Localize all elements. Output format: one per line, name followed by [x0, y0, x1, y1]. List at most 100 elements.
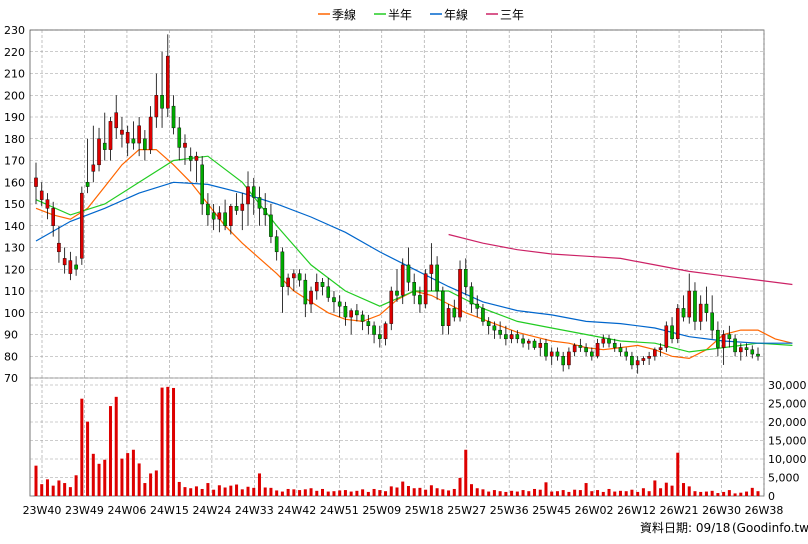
volume-tick-label: 0: [768, 490, 775, 503]
price-tick-label: 160: [4, 176, 25, 189]
volume-bar: [401, 481, 405, 496]
volume-bar: [492, 490, 496, 496]
volume-bar: [584, 483, 588, 496]
volume-bar: [384, 491, 388, 496]
volume-bar: [275, 490, 279, 496]
volume-bar: [120, 458, 124, 496]
volume-bar: [641, 488, 645, 496]
volume-tick-label: 25,000: [768, 398, 807, 411]
candle-body: [406, 264, 411, 283]
volume-bar: [91, 453, 95, 496]
x-tick-label: 24W06: [108, 504, 147, 517]
volume-bar: [378, 490, 382, 496]
candle-body: [217, 212, 222, 220]
x-tick-label: 24W15: [150, 504, 189, 517]
candle-body: [733, 338, 737, 353]
volume-bar: [475, 488, 479, 496]
volume-bar: [338, 490, 342, 496]
price-grid: [29, 29, 765, 497]
volume-bar: [160, 387, 164, 496]
candle-body: [229, 205, 233, 226]
candle-body: [647, 356, 651, 359]
volume-bar: [223, 487, 227, 496]
price-tick-label: 170: [4, 155, 25, 168]
candle-body: [750, 349, 755, 355]
volume-grid: [30, 384, 764, 497]
candle-body: [360, 314, 365, 322]
volume-tick-label: 20,000: [768, 416, 807, 429]
candle-body: [418, 295, 422, 305]
legend: 季線 半年 年線 三年: [318, 7, 524, 22]
volume-bar: [630, 489, 634, 496]
volume-bar: [521, 490, 525, 496]
candle-body: [526, 340, 531, 344]
volume-bar: [481, 489, 485, 496]
candle-body: [194, 155, 199, 161]
volume-bar: [80, 398, 84, 496]
legend-label-0: 季線: [332, 7, 356, 22]
volume-bar: [355, 490, 359, 496]
volume-bar: [406, 486, 410, 496]
volume-bar: [704, 491, 708, 496]
candle-body: [612, 343, 617, 348]
candle-body: [240, 203, 245, 211]
price-tick-label: 70: [4, 372, 18, 385]
x-tick-label: 26W02: [575, 504, 614, 517]
candle-body: [538, 343, 543, 348]
candle-body: [51, 208, 55, 226]
candle-body: [91, 164, 96, 172]
candle-body: [114, 112, 119, 129]
x-tick-label: 25W36: [490, 504, 529, 517]
candlesticks: [34, 34, 760, 374]
candle-body: [561, 356, 565, 366]
candle-body: [452, 308, 457, 318]
candle-body: [630, 356, 634, 366]
candle-body: [389, 290, 394, 324]
volume-bar: [555, 491, 559, 496]
volume-bar: [269, 487, 273, 496]
volume-tick-label: 15,000: [768, 435, 807, 448]
volume-bar: [257, 473, 261, 496]
volume-bar: [722, 491, 726, 496]
volume-bar: [682, 483, 686, 496]
candle-body: [698, 303, 703, 322]
volume-bar: [286, 488, 290, 496]
source-label: (Goodinfo.tw): [732, 521, 808, 535]
volume-bar: [624, 491, 628, 496]
volume-bar: [469, 484, 473, 496]
candle-body: [234, 205, 239, 211]
candle-body: [309, 290, 313, 305]
volume-bar: [154, 470, 158, 496]
volume-bar: [372, 488, 376, 496]
legend-label-1: 半年: [388, 8, 412, 22]
price-tick-label: 100: [4, 307, 25, 320]
volume-bar: [567, 491, 571, 496]
volume-bar: [315, 490, 319, 496]
volume-bar: [550, 491, 554, 496]
volume-bar: [750, 487, 754, 496]
volume-bar: [561, 490, 565, 496]
candle-body: [670, 325, 674, 340]
volume-bar: [126, 453, 130, 496]
candle-body: [183, 142, 187, 148]
candle-body: [39, 190, 44, 200]
volume-bar: [172, 387, 176, 496]
candle-body: [687, 290, 692, 318]
plot-frame: [29, 29, 765, 497]
candle-body: [567, 351, 571, 366]
volume-bar: [429, 485, 433, 496]
volume-bar: [366, 491, 370, 496]
candle-body: [378, 334, 382, 340]
volume-bar: [636, 491, 640, 496]
candle-body: [292, 273, 296, 279]
volume-bar: [733, 493, 737, 496]
volume-bar: [74, 475, 78, 496]
volume-bar: [217, 485, 221, 496]
candle-body: [45, 199, 50, 209]
candle-body: [223, 212, 227, 226]
volume-bar: [578, 490, 582, 496]
volume-bar: [664, 482, 668, 496]
volume-bar: [739, 492, 743, 496]
candle-body: [257, 197, 262, 209]
candle-body: [704, 303, 709, 313]
